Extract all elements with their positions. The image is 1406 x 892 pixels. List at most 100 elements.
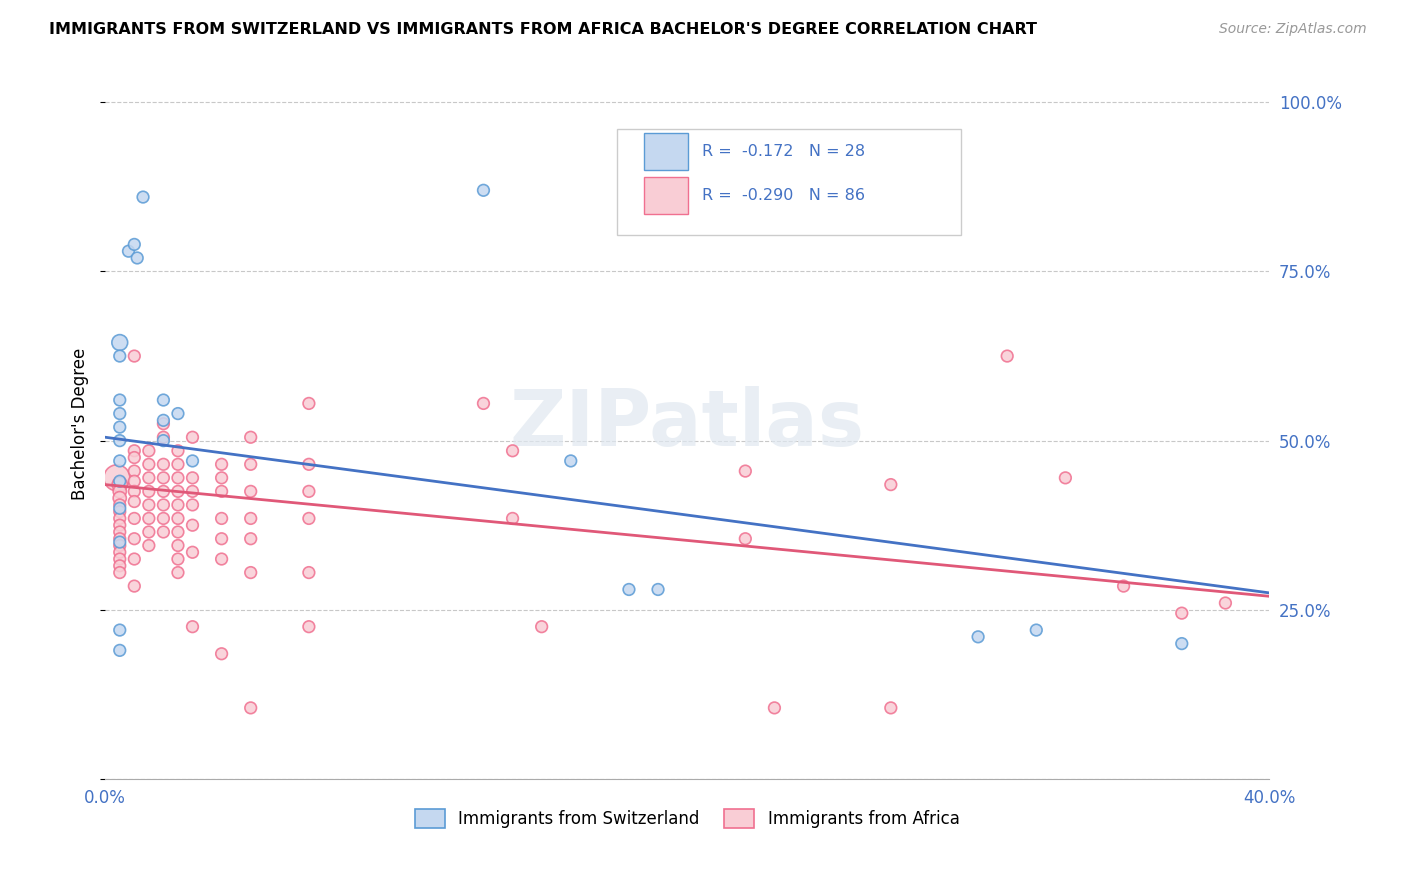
Point [995, 349, 1018, 363]
Point [167, 524, 190, 539]
Point [105, 471, 128, 485]
Point [108, 349, 131, 363]
Point [211, 552, 233, 566]
Point [108, 535, 131, 549]
Point [472, 396, 495, 410]
Point [124, 579, 146, 593]
Point [617, 582, 640, 597]
Point [108, 454, 131, 468]
Point [181, 498, 204, 512]
Point [108, 335, 131, 350]
Point [124, 349, 146, 363]
Point [108, 477, 131, 491]
Point [167, 484, 190, 499]
Point [167, 458, 190, 472]
Point [138, 443, 160, 458]
Point [502, 511, 524, 525]
Point [124, 474, 146, 488]
Point [108, 518, 131, 533]
Point [138, 458, 160, 472]
Point [1171, 637, 1194, 651]
Point [108, 558, 131, 573]
Point [108, 623, 131, 637]
Point [1054, 471, 1077, 485]
Point [152, 413, 174, 427]
Point [117, 244, 139, 259]
Point [211, 532, 233, 546]
Point [108, 434, 131, 448]
Point [880, 477, 903, 491]
Point [138, 471, 160, 485]
Bar [644, 178, 689, 214]
Point [152, 430, 174, 444]
Point [167, 511, 190, 525]
Point [239, 484, 262, 499]
Point [152, 524, 174, 539]
Point [138, 511, 160, 525]
Point [138, 498, 160, 512]
FancyBboxPatch shape [617, 129, 960, 235]
Point [181, 454, 204, 468]
Point [108, 407, 131, 421]
Point [124, 552, 146, 566]
Point [167, 443, 190, 458]
Point [108, 484, 131, 499]
Point [880, 701, 903, 715]
Point [211, 647, 233, 661]
Point [108, 524, 131, 539]
Point [167, 552, 190, 566]
Point [239, 566, 262, 580]
Point [152, 458, 174, 472]
Point [211, 471, 233, 485]
Text: Source: ZipAtlas.com: Source: ZipAtlas.com [1219, 22, 1367, 37]
Point [152, 471, 174, 485]
Text: ZIPatlas: ZIPatlas [509, 385, 865, 462]
Point [124, 450, 146, 465]
Point [152, 392, 174, 407]
Point [167, 566, 190, 580]
Point [108, 474, 131, 488]
Point [1171, 606, 1194, 620]
Point [647, 582, 669, 597]
Point [138, 484, 160, 499]
Point [132, 190, 155, 204]
Point [967, 630, 990, 644]
Point [108, 566, 131, 580]
Point [1025, 623, 1047, 637]
Point [124, 237, 146, 252]
Point [1215, 596, 1237, 610]
Point [239, 701, 262, 715]
Point [211, 458, 233, 472]
Point [152, 498, 174, 512]
Point [152, 484, 174, 499]
Point [298, 458, 321, 472]
Point [763, 701, 786, 715]
Point [108, 545, 131, 559]
Point [152, 434, 174, 448]
Point [138, 524, 160, 539]
Point [167, 498, 190, 512]
Point [734, 464, 756, 478]
Point [127, 251, 149, 265]
Point [298, 484, 321, 499]
Point [152, 511, 174, 525]
Point [530, 620, 553, 634]
Point [298, 620, 321, 634]
Text: IMMIGRANTS FROM SWITZERLAND VS IMMIGRANTS FROM AFRICA BACHELOR'S DEGREE CORRELAT: IMMIGRANTS FROM SWITZERLAND VS IMMIGRANT… [49, 22, 1038, 37]
Point [181, 430, 204, 444]
Point [239, 458, 262, 472]
Point [108, 392, 131, 407]
Point [152, 417, 174, 431]
Point [472, 183, 495, 197]
Bar [644, 133, 689, 170]
Point [560, 454, 582, 468]
Point [239, 511, 262, 525]
Point [181, 545, 204, 559]
Point [108, 539, 131, 553]
Point [124, 484, 146, 499]
Point [138, 539, 160, 553]
Point [108, 420, 131, 434]
Point [108, 491, 131, 505]
Point [124, 511, 146, 525]
Point [181, 471, 204, 485]
